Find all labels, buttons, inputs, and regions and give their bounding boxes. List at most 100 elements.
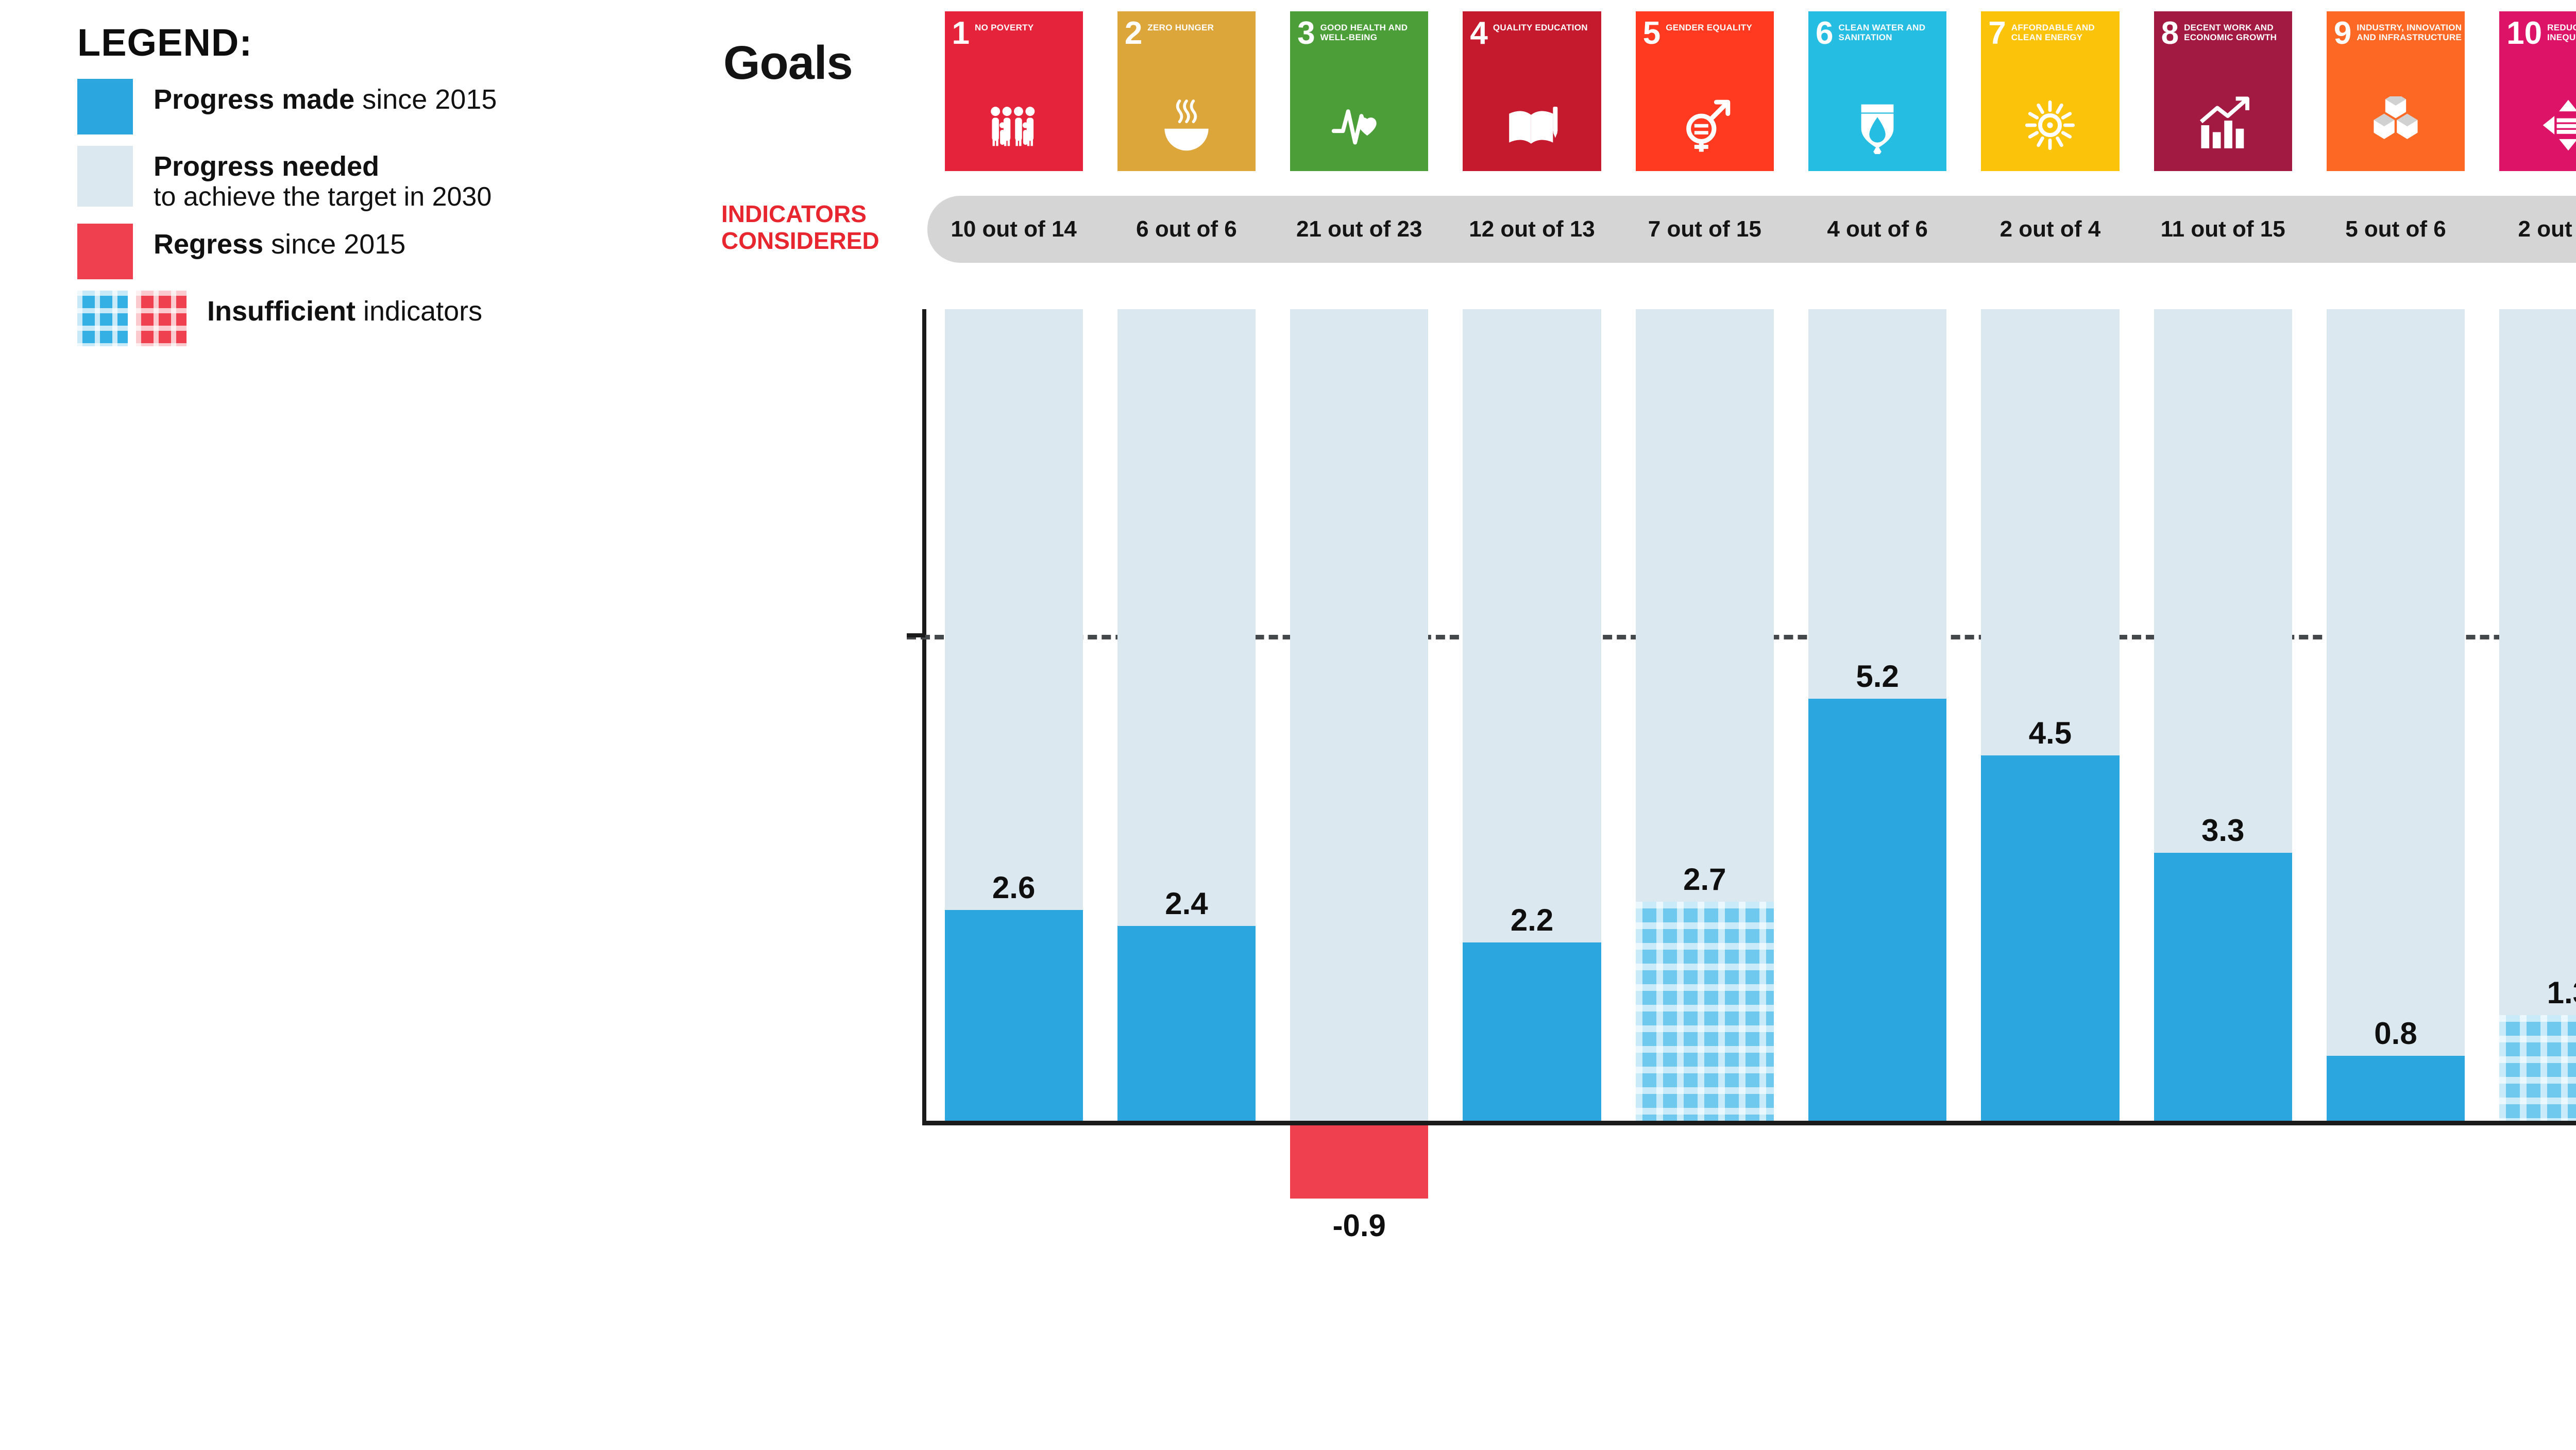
y-tick-2024: [907, 633, 925, 637]
sdg-goal-number: 5: [1642, 15, 1661, 51]
bar-value-label-1: 2.6: [992, 870, 1036, 905]
sdg-goal-number: 7: [1988, 15, 2006, 51]
sdg-tile-header: 5 GENDER EQUALITY: [1636, 11, 1774, 51]
bar-goal-6[interactable]: [1808, 699, 1947, 1121]
legend-swatch-solid-blue: [77, 79, 133, 134]
sdg-tile-header: 9 INDUSTRY, INNOVATION AND INFRASTRUCTURE: [2327, 11, 2465, 51]
x-axis-baseline: [922, 1121, 2576, 1125]
bar-goal-4[interactable]: [1463, 942, 1601, 1121]
legend-item-label: Insufficient indicators: [207, 295, 483, 327]
legend-swatch-insufficient-blue: [77, 290, 128, 346]
legend-item-1: Progress made since 2015: [77, 79, 696, 134]
sdg-goal-name: DECENT WORK AND ECONOMIC GROWTH: [2184, 23, 2277, 43]
sdg-goal-name: INDUSTRY, INNOVATION AND INFRASTRUCTURE: [2357, 23, 2462, 43]
bar-value-label-6: 5.2: [1856, 659, 1899, 694]
sdg-tile-header: 1 NO POVERTY: [945, 11, 1083, 51]
progress-needed-column-9: [2326, 309, 2465, 1121]
legend-swatch-insufficient-pair: [77, 290, 187, 346]
bar-value-label-7: 4.5: [2028, 716, 2072, 751]
sdg-goal-tile-6[interactable]: 6 CLEAN WATER AND SANITATION: [1808, 11, 1947, 171]
indicators-considered-bar: 10 out of 14 6 out of 6 21 out of 23 12 out…: [927, 196, 2576, 263]
book-pencil-icon: [1463, 96, 1601, 164]
sdg-goal-tile-5[interactable]: 5 GENDER EQUALITY: [1635, 11, 1774, 171]
indicator-cell-10: 2 out of 7: [2518, 216, 2576, 242]
gender-icon: [1636, 96, 1774, 164]
bar-goal-2[interactable]: [1117, 926, 1256, 1121]
sdg-goal-number: 9: [2333, 15, 2352, 51]
sdg-goal-name: CLEAN WATER AND SANITATION: [1838, 23, 1926, 43]
bar-goal-7[interactable]: [1981, 755, 2120, 1121]
sdg-tile-header: 8 DECENT WORK AND ECONOMIC GROWTH: [2154, 11, 2292, 51]
bar-value-label-2: 2.4: [1165, 886, 1208, 921]
sdg-goal-number: 1: [952, 15, 970, 51]
indicator-cell-8: 11 out of 15: [2160, 216, 2285, 242]
bar-goal-10[interactable]: [2499, 1015, 2576, 1121]
indicator-cell-1: 10 out of 14: [951, 216, 1077, 242]
y-axis-line: [922, 309, 926, 1123]
legend-rows: Progress made since 2015 Progress needed t…: [77, 79, 696, 346]
sdg-goal-name: REDUCED INEQUALITIES: [2547, 23, 2576, 43]
sdg-goal-number: 4: [1470, 15, 1488, 51]
people-icon: [945, 96, 1083, 164]
legend: LEGEND: Progress made since 2015 Progress…: [77, 21, 696, 358]
goals-label: Goals: [723, 37, 853, 89]
sdg-tile-header: 2 ZERO HUNGER: [1117, 11, 1256, 49]
legend-item-2: Progress needed to achieve the target in …: [77, 146, 696, 212]
sdg-goal-number: 6: [1816, 15, 1834, 51]
sun-icon: [1981, 96, 2119, 164]
sdg-goal-tile-2[interactable]: 2 ZERO HUNGER: [1117, 11, 1256, 171]
legend-item-sublabel: to achieve the target in 2030: [154, 182, 492, 212]
sdg-goal-tile-8[interactable]: 8 DECENT WORK AND ECONOMIC GROWTH: [2154, 11, 2292, 171]
bar-goal-3[interactable]: [1290, 1125, 1429, 1199]
sdg-goal-name: ZERO HUNGER: [1147, 23, 1214, 32]
indicators-considered-label: INDICATORS CONSIDERED: [721, 200, 917, 254]
indicators-label-line2: CONSIDERED: [721, 227, 879, 254]
indicator-cell-6: 4 out of 6: [1827, 216, 1928, 242]
growth-chart-icon: [2154, 96, 2292, 164]
legend-item-label: Progress needed to achieve the target in …: [154, 151, 492, 212]
sdg-goal-tile-9[interactable]: 9 INDUSTRY, INNOVATION AND INFRASTRUCTURE: [2326, 11, 2465, 171]
sdg-tile-header: 4 QUALITY EDUCATION: [1463, 11, 1601, 51]
sdg-goal-name: NO POVERTY: [975, 23, 1034, 32]
legend-swatch-solid-light: [77, 146, 133, 207]
sdg-goal-name: AFFORDABLE AND CLEAN ENERGY: [2011, 23, 2095, 43]
legend-item-3: Regress since 2015: [77, 223, 696, 279]
bar-value-label-3: -0.9: [1332, 1208, 1386, 1243]
legend-title: LEGEND:: [77, 21, 252, 64]
indicator-cell-7: 2 out of 4: [1999, 216, 2101, 242]
sdg-goal-number: 10: [2506, 15, 2543, 51]
cubes-icon: [2327, 96, 2465, 164]
indicator-cell-4: 12 out of 13: [1469, 216, 1595, 242]
legend-item-4: Insufficient indicators: [77, 290, 696, 346]
indicator-cell-2: 6 out of 6: [1136, 216, 1237, 242]
sdg-goal-tile-4[interactable]: 4 QUALITY EDUCATION: [1463, 11, 1601, 171]
pulse-heart-icon: [1290, 96, 1428, 164]
sdg-goal-name: GENDER EQUALITY: [1666, 23, 1753, 32]
bar-value-label-4: 2.2: [1510, 902, 1554, 937]
progress-needed-column-10: [2499, 309, 2576, 1121]
sdg-goal-name: GOOD HEALTH AND WELL-BEING: [1320, 23, 1408, 43]
equal-arrows-icon: [2499, 96, 2576, 164]
indicator-cell-5: 7 out of 15: [1648, 216, 1761, 242]
bowl-icon: [1117, 96, 1256, 164]
bar-goal-9[interactable]: [2326, 1056, 2465, 1121]
legend-item-label: Regress since 2015: [154, 228, 406, 260]
legend-swatch-insufficient-red: [136, 290, 187, 346]
sdg-tile-header: 7 AFFORDABLE AND CLEAN ENERGY: [1981, 11, 2119, 51]
water-drop-icon: [1808, 96, 1946, 164]
sdg-goal-tile-10[interactable]: 10REDUCED INEQUALITIES: [2499, 11, 2576, 171]
sdg-goal-tile-1[interactable]: 1 NO POVERTY: [944, 11, 1083, 171]
sdg-goal-tile-3[interactable]: 3 GOOD HEALTH AND WELL-BEING: [1290, 11, 1429, 171]
legend-swatch-solid-red: [77, 223, 133, 279]
sdg-goal-number: 8: [2161, 15, 2179, 51]
sdg-goal-name: QUALITY EDUCATION: [1493, 23, 1588, 32]
sdg-tile-header: 10REDUCED INEQUALITIES: [2499, 11, 2576, 51]
bar-goal-8[interactable]: [2154, 853, 2292, 1121]
bar-goal-5[interactable]: [1635, 901, 1774, 1121]
bar-value-label-8: 3.3: [2201, 813, 2245, 848]
sdg-goal-tile-7[interactable]: 7 AFFORDABLE AND CLEAN ENERGY: [1981, 11, 2120, 171]
bar-value-label-10: 1.3: [2547, 975, 2576, 1010]
progress-needed-column-3: [1290, 309, 1429, 1121]
bar-goal-1[interactable]: [944, 909, 1083, 1121]
